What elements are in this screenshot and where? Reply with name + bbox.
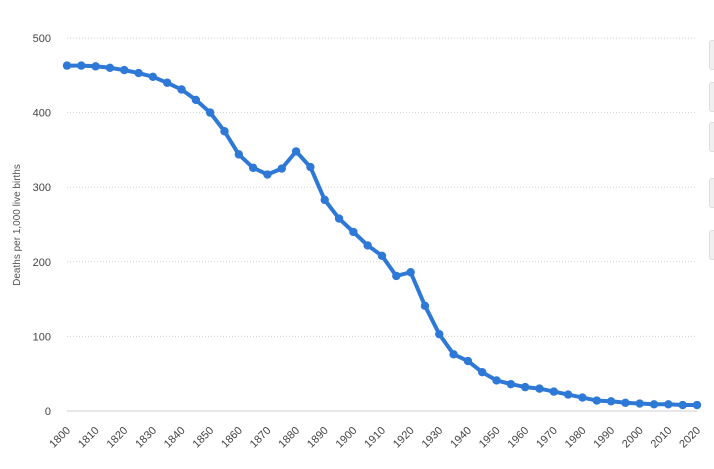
data-point[interactable] <box>77 61 86 70</box>
data-point[interactable] <box>306 162 315 172</box>
data-point[interactable] <box>649 400 659 409</box>
data-point[interactable] <box>248 163 258 173</box>
x-tick-label: 1940 <box>448 425 474 451</box>
data-point[interactable] <box>392 271 401 281</box>
data-point[interactable] <box>406 268 415 277</box>
side-tab-4[interactable] <box>709 178 714 208</box>
x-tick-label: 1990 <box>591 425 617 451</box>
x-tick-label: 1900 <box>334 425 360 451</box>
data-point[interactable] <box>621 398 630 407</box>
side-tab-1[interactable] <box>709 40 714 70</box>
y-gridlines <box>67 37 697 412</box>
data-point[interactable] <box>664 400 673 409</box>
x-tick-labels: 1800 1810 1820 1830 1840 1850 1860 1870 1880 1890… <box>47 425 703 451</box>
x-tick-label: 1860 <box>219 425 245 451</box>
data-points <box>62 61 702 410</box>
data-point[interactable] <box>635 399 644 408</box>
data-point[interactable] <box>277 164 286 173</box>
data-point[interactable] <box>463 356 473 366</box>
data-point[interactable] <box>549 387 559 396</box>
x-tick-label: 1960 <box>506 425 532 451</box>
data-point[interactable] <box>220 127 229 136</box>
data-point[interactable] <box>506 379 516 389</box>
data-point[interactable] <box>535 384 544 393</box>
x-tick-label: 1950 <box>477 425 503 451</box>
side-tab-2[interactable] <box>709 82 714 112</box>
x-tick-label: 1800 <box>47 425 73 451</box>
x-tick-label: 1820 <box>105 425 131 451</box>
data-point[interactable] <box>320 195 329 205</box>
x-tick-label: 2010 <box>649 425 675 451</box>
x-tick-label: 1930 <box>420 425 446 451</box>
x-tick-label: 1810 <box>76 425 102 451</box>
data-point[interactable] <box>263 170 272 179</box>
y-tick-label: 200 <box>33 257 51 269</box>
y-tick-label: 400 <box>33 108 51 120</box>
x-tick-label: 1830 <box>133 425 159 451</box>
x-tick-label: 1880 <box>276 425 302 451</box>
x-tick-label: 1980 <box>563 425 589 451</box>
y-axis-label: Deaths per 1,000 live births <box>12 164 23 286</box>
data-point[interactable] <box>163 78 172 87</box>
y-tick-label: 500 <box>33 33 51 45</box>
x-tick-label: 1910 <box>362 425 388 451</box>
side-tab-5[interactable] <box>709 230 714 260</box>
y-tick-label: 300 <box>33 182 51 194</box>
data-point[interactable] <box>435 329 444 339</box>
x-tick-label: 1870 <box>248 425 274 451</box>
data-point[interactable] <box>692 400 702 410</box>
data-point[interactable] <box>91 62 100 71</box>
x-tick-label: 1970 <box>534 425 560 451</box>
y-tick-label: 0 <box>45 406 51 418</box>
data-point[interactable] <box>105 63 115 73</box>
data-point[interactable] <box>420 301 430 311</box>
data-point[interactable] <box>205 108 215 117</box>
data-point[interactable] <box>377 251 387 261</box>
data-point[interactable] <box>148 72 158 81</box>
data-point[interactable] <box>678 400 687 410</box>
data-point[interactable] <box>449 350 458 359</box>
data-point[interactable] <box>478 368 487 377</box>
data-point[interactable] <box>134 68 143 78</box>
data-point[interactable] <box>334 214 344 223</box>
data-point[interactable] <box>563 390 573 399</box>
data-point[interactable] <box>234 150 244 159</box>
x-tick-label: 1920 <box>391 425 417 451</box>
side-tab-3[interactable] <box>709 122 714 152</box>
data-point[interactable] <box>349 227 358 237</box>
data-point[interactable] <box>592 396 601 405</box>
data-point[interactable] <box>606 397 616 406</box>
data-point[interactable] <box>492 376 501 385</box>
data-point[interactable] <box>578 393 587 402</box>
x-tick-label: 1840 <box>162 425 188 451</box>
data-point[interactable] <box>520 382 530 392</box>
data-point[interactable] <box>291 147 301 156</box>
y-tick-labels: 0 100 200 300 400 500 <box>33 33 51 418</box>
x-tick-label: 2020 <box>677 425 703 451</box>
data-point[interactable] <box>363 241 372 250</box>
data-point[interactable] <box>191 95 201 105</box>
data-point[interactable] <box>120 65 129 75</box>
series-line <box>65 63 699 407</box>
x-tick-label: 1850 <box>191 425 217 451</box>
x-tick-label: 2000 <box>620 425 646 451</box>
y-tick-label: 100 <box>33 331 51 343</box>
data-point[interactable] <box>62 61 72 70</box>
x-tick-label: 1890 <box>305 425 331 451</box>
data-point[interactable] <box>177 85 186 94</box>
